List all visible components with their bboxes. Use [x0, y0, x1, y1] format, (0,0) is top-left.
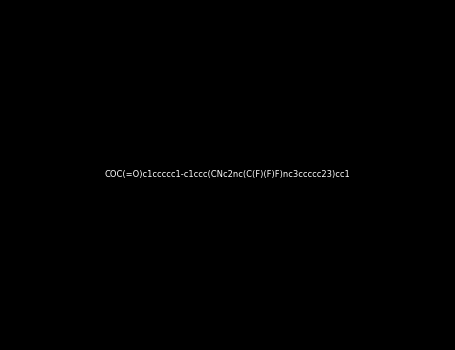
Text: COC(=O)c1ccccc1-c1ccc(CNc2nc(C(F)(F)F)nc3ccccc23)cc1: COC(=O)c1ccccc1-c1ccc(CNc2nc(C(F)(F)F)nc… — [105, 170, 350, 180]
